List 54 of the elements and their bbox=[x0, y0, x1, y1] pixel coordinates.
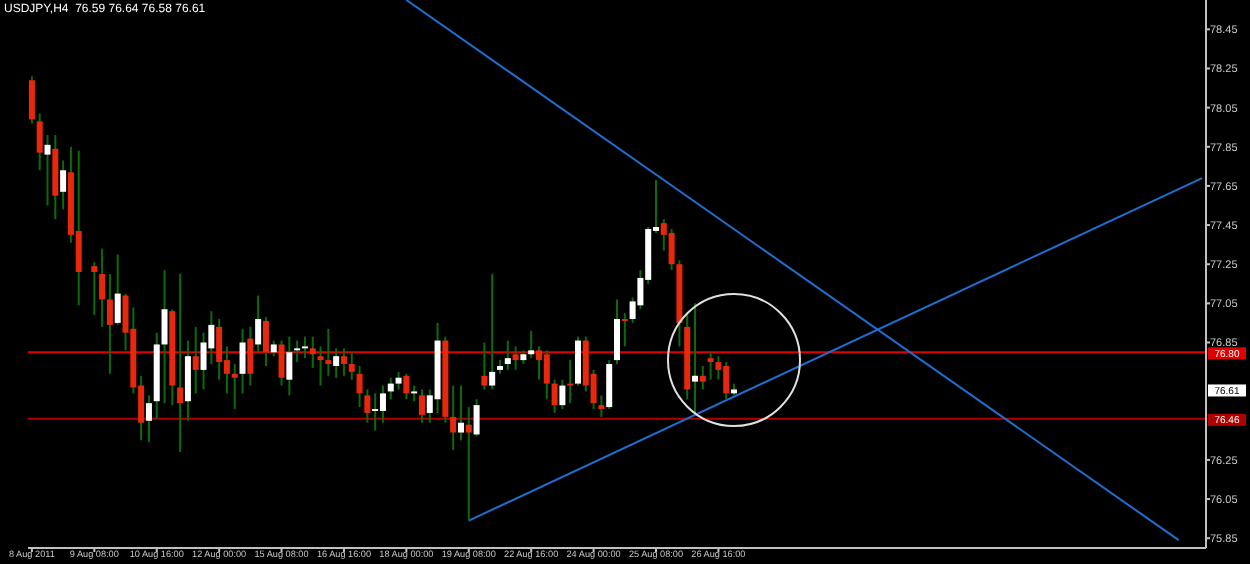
candlestick bbox=[551, 378, 558, 414]
candlestick bbox=[99, 247, 106, 328]
candlestick bbox=[723, 361, 730, 401]
candlestick bbox=[403, 372, 410, 401]
candlestick bbox=[512, 345, 519, 371]
candlestick bbox=[528, 329, 535, 360]
candlestick bbox=[247, 325, 254, 387]
candlestick bbox=[60, 159, 67, 211]
candlestick bbox=[184, 339, 191, 422]
candlestick bbox=[333, 347, 340, 379]
candlestick bbox=[543, 349, 550, 401]
candlestick bbox=[692, 302, 699, 414]
candlestick bbox=[294, 339, 301, 364]
candlestick bbox=[465, 406, 472, 522]
candlestick bbox=[489, 273, 496, 391]
candlestick bbox=[28, 75, 35, 125]
candlestick bbox=[372, 392, 379, 432]
candlestick bbox=[340, 347, 347, 377]
candlestick bbox=[567, 359, 574, 405]
candlestick bbox=[52, 134, 59, 221]
candlestick bbox=[301, 335, 308, 360]
candlestick bbox=[91, 261, 98, 317]
candlestick bbox=[621, 312, 628, 348]
candlestick bbox=[504, 339, 511, 371]
candlestick bbox=[192, 325, 199, 395]
candlestick bbox=[161, 269, 168, 405]
candlestick bbox=[216, 318, 223, 381]
candlestick bbox=[309, 335, 316, 369]
candlestick bbox=[418, 388, 425, 424]
candlestick bbox=[535, 345, 542, 381]
candlestick bbox=[177, 273, 184, 454]
candlestick bbox=[145, 394, 152, 444]
candlestick bbox=[278, 339, 285, 387]
candlestick bbox=[473, 398, 480, 438]
candlestick bbox=[106, 273, 113, 375]
candlestick bbox=[75, 149, 82, 307]
candlestick bbox=[231, 363, 238, 411]
candlestick bbox=[114, 253, 121, 326]
candlestick bbox=[699, 364, 706, 391]
candlestick bbox=[262, 316, 269, 367]
candlestick bbox=[559, 378, 566, 411]
candlestick bbox=[239, 327, 246, 395]
candlestick bbox=[481, 341, 488, 391]
candlestick bbox=[348, 351, 355, 381]
candlestick bbox=[450, 384, 457, 452]
candlestick bbox=[255, 294, 262, 354]
candlestick bbox=[707, 351, 714, 381]
candlestick bbox=[286, 335, 293, 397]
candlestick bbox=[379, 384, 386, 424]
candlestick bbox=[36, 112, 43, 172]
candlestick bbox=[457, 384, 464, 442]
candlestick bbox=[614, 298, 620, 366]
candlestick bbox=[574, 335, 581, 387]
candlestick bbox=[606, 359, 613, 411]
